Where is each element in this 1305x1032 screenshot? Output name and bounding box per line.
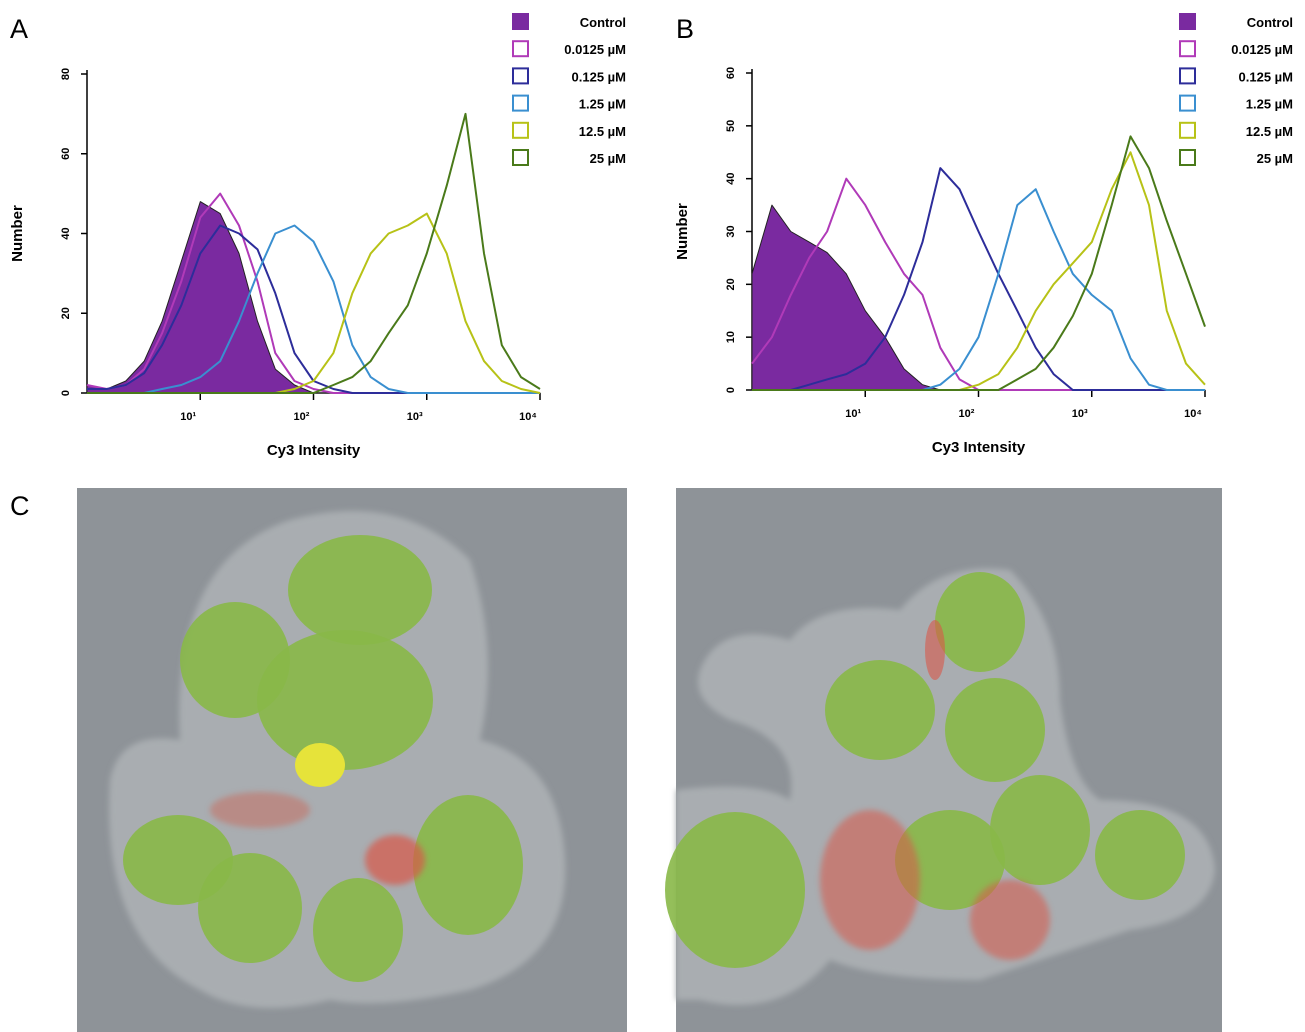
chart: 0 10 20 30 40 50 60 10¹ 10² 10³ 10⁴ Cy3 Intensity Nu… (674, 13, 1293, 456)
y-tick-label: 0 (60, 390, 72, 396)
y-axis-label: Number (674, 203, 691, 260)
micrograph-left (77, 488, 627, 1032)
legend-label: 0.0125 µM (1231, 42, 1293, 57)
x-axis-label: Cy3 Intensity (267, 442, 361, 459)
chart: 0 20 40 60 80 10¹ 10² 10³ 10⁴ Cy3 Intensity Number… (9, 13, 626, 459)
legend-swatch (512, 40, 529, 58)
legend-label: Control (1247, 15, 1293, 30)
y-tick-label: 20 (60, 307, 72, 319)
y-tick-label: 10 (725, 331, 737, 343)
legend-label: 0.0125 µM (564, 42, 626, 57)
histogram-line (87, 224, 540, 394)
y-tick-label: 60 (60, 148, 72, 160)
y-tick-label: 80 (60, 68, 72, 80)
legend-swatch (512, 13, 529, 30)
x-tick-label: 10¹ (845, 408, 861, 420)
y-tick-label: 30 (725, 225, 737, 237)
legend-label: 0.125 µM (1239, 69, 1293, 84)
legend-swatch (1179, 121, 1196, 139)
micrograph-right (665, 488, 1222, 1032)
legend-swatch (1179, 94, 1196, 112)
histogram-line (87, 112, 541, 394)
x-tick-label: 10² (294, 411, 310, 423)
legend-label: 1.25 µM (1246, 97, 1293, 112)
legend-label: 0.125 µM (572, 69, 626, 84)
legend-swatch (1179, 149, 1196, 166)
x-tick-label: 10² (959, 408, 975, 420)
y-tick-label: 40 (725, 173, 737, 185)
legend-label: 25 µM (1257, 151, 1293, 166)
x-tick-label: 10⁴ (1184, 408, 1202, 420)
legend-label: 12.5 µM (579, 124, 626, 139)
legend-swatch (1179, 13, 1196, 30)
x-tick-label: 10³ (407, 411, 423, 423)
x-tick-label: 10³ (1072, 408, 1088, 420)
histogram-line (752, 135, 1206, 391)
legend-label: 25 µM (590, 151, 626, 166)
legend-swatch (1179, 40, 1196, 58)
legend-swatch (512, 149, 529, 166)
panel-label: B (676, 14, 694, 44)
legend-label: 12.5 µM (1246, 124, 1293, 139)
histogram-line (752, 167, 1205, 391)
y-tick-label: 20 (725, 278, 737, 290)
legend-swatch (512, 121, 529, 139)
x-tick-label: 10⁴ (519, 411, 537, 423)
y-tick-label: 0 (725, 387, 737, 393)
panel-label: C (10, 491, 30, 521)
legend-label: 1.25 µM (579, 97, 626, 112)
panel-label: A (10, 14, 28, 44)
legend-swatch (512, 67, 529, 85)
y-tick-label: 50 (725, 120, 737, 132)
y-tick-label: 40 (60, 227, 72, 239)
legend-label: Control (580, 15, 626, 30)
legend-swatch (512, 94, 529, 112)
histogram-area (86, 201, 541, 394)
legend-swatch (1179, 67, 1196, 85)
y-tick-label: 60 (725, 67, 737, 79)
x-tick-label: 10¹ (180, 411, 196, 423)
y-axis-label: Number (9, 205, 26, 262)
x-axis-label: Cy3 Intensity (932, 439, 1026, 456)
